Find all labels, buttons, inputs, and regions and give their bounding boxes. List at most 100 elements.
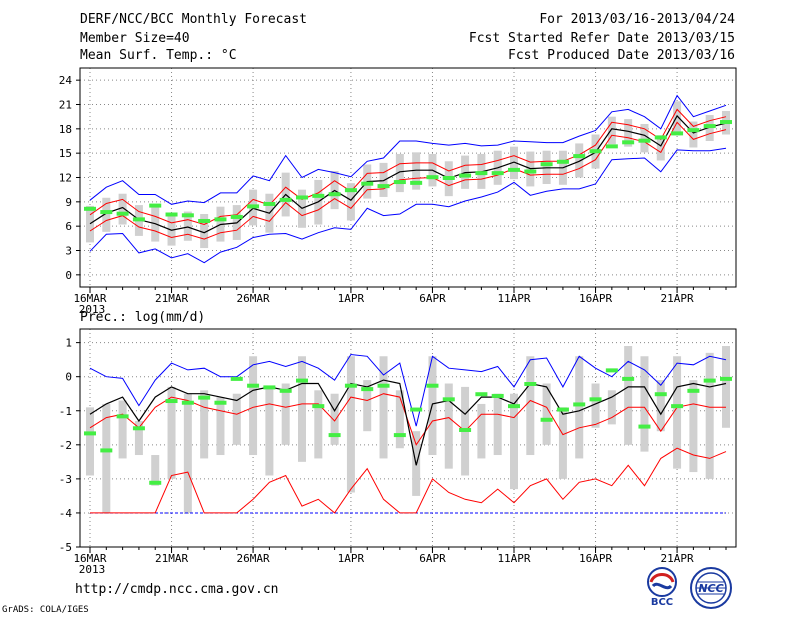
prec-spread-box bbox=[363, 380, 372, 432]
temp-x-tick-label: 26MAR bbox=[237, 292, 270, 305]
temp-climatology-mark bbox=[459, 173, 472, 178]
temp-spread-box bbox=[640, 123, 649, 153]
prec-year-label: 2013 bbox=[79, 563, 106, 576]
temp-climatology-mark bbox=[475, 171, 488, 176]
temp-max-line bbox=[89, 94, 727, 205]
temp-climatology-mark bbox=[393, 180, 406, 185]
temp-climatology-mark bbox=[230, 214, 243, 219]
prec-spread-box bbox=[118, 400, 127, 459]
temp-spread-box bbox=[118, 193, 127, 225]
prec-climatology-mark bbox=[198, 395, 211, 400]
prec-climatology-mark bbox=[410, 407, 423, 412]
chart-title: DERF/NCC/BCC Monthly Forecast bbox=[80, 12, 307, 27]
temp-x-tick-label: 21MAR bbox=[155, 292, 188, 305]
temp-climatology-mark bbox=[605, 144, 618, 149]
temp-climatology-mark bbox=[312, 193, 325, 198]
prec-climatology-mark bbox=[84, 431, 96, 436]
prec-spread-box bbox=[640, 356, 649, 452]
temp-climatology-mark bbox=[198, 218, 211, 223]
prec-climatology-mark bbox=[393, 433, 406, 438]
temp-climatology-mark bbox=[508, 167, 520, 172]
prec-spread-box bbox=[575, 356, 584, 459]
prec-spread-box bbox=[607, 390, 616, 425]
prec-spread-box bbox=[183, 393, 192, 513]
prec-spread-box bbox=[281, 383, 290, 445]
prec-spread-box bbox=[298, 356, 306, 462]
ncc-logo: NCC bbox=[690, 567, 732, 609]
prec-climatology-mark bbox=[328, 433, 341, 438]
temp-spread-box bbox=[200, 214, 209, 249]
temp-climatology-mark bbox=[638, 138, 651, 143]
temp-climatology-mark bbox=[100, 210, 113, 215]
temp-x-tick-label: 21APR bbox=[661, 292, 694, 305]
prec-spread-box bbox=[167, 386, 176, 479]
prec-spread-box bbox=[249, 356, 258, 456]
prec-x-tick-label: 16APR bbox=[579, 552, 612, 565]
temp-spread-box bbox=[151, 204, 160, 242]
prec-upper-line bbox=[89, 393, 726, 446]
temp-mean-line bbox=[89, 114, 727, 234]
temp-x-tick-label: 11APR bbox=[497, 292, 530, 305]
prec-climatology-mark bbox=[442, 397, 455, 402]
prec-spread-box bbox=[526, 356, 535, 456]
temp-climatology-mark bbox=[328, 192, 341, 197]
prec-spread-box bbox=[102, 403, 111, 513]
prec-climatology-mark bbox=[279, 388, 292, 393]
prec-panel: -5 -4 -3 -2 -1 0 1 16MAR 21MAR 26MAR 1APR 6APR 11APR… bbox=[59, 328, 737, 576]
prec-spread-box bbox=[232, 393, 241, 445]
prec-climatology-mark bbox=[720, 376, 732, 381]
prec-climatology-mark bbox=[687, 388, 700, 393]
prec-spread-box bbox=[493, 393, 502, 456]
prec-y-tick-label: 1 bbox=[65, 337, 72, 350]
prec-x-tick-label: 16MAR bbox=[73, 552, 106, 565]
temp-y-tick-label: 3 bbox=[65, 245, 72, 258]
source-url[interactable]: http://cmdp.ncc.cma.gov.cn bbox=[75, 582, 279, 597]
temp-climatology-mark bbox=[263, 201, 276, 206]
temp-lower-line bbox=[89, 121, 727, 240]
prec-climatology-mark bbox=[247, 383, 260, 388]
temp-y-tick-label: 6 bbox=[65, 220, 72, 233]
prec-climatology-mark bbox=[508, 404, 520, 409]
temp-climatology-mark bbox=[622, 140, 635, 145]
prec-climatology-mark bbox=[638, 424, 651, 429]
prec-y-tick-label: -2 bbox=[59, 439, 72, 452]
temp-spread-box bbox=[395, 153, 404, 193]
temp-y-tick-label: 21 bbox=[59, 99, 72, 112]
prec-x-tick-label: 1APR bbox=[338, 552, 365, 565]
prec-x-tick-label: 26MAR bbox=[237, 552, 270, 565]
temp-climatology-mark bbox=[720, 120, 732, 125]
prec-spread-box bbox=[330, 393, 339, 445]
temp-y-tick-label: 18 bbox=[59, 123, 72, 136]
prec-y-tick-label: 0 bbox=[65, 371, 72, 384]
temp-climatology-mark bbox=[671, 131, 684, 136]
prec-spread-box bbox=[379, 356, 388, 459]
prec-max-line bbox=[89, 353, 727, 427]
prec-x-tick-label: 6APR bbox=[419, 552, 446, 565]
temp-y-tick-label: 0 bbox=[65, 269, 72, 282]
temp-climatology-mark bbox=[149, 203, 162, 208]
prec-climatology-mark bbox=[181, 400, 194, 405]
prec-spread-box bbox=[673, 356, 682, 469]
prec-y-tick-label: -1 bbox=[59, 405, 72, 418]
temp-spread-box bbox=[346, 183, 355, 221]
prec-spread-box bbox=[395, 390, 404, 449]
prec-climatology-mark bbox=[263, 385, 276, 390]
forecast-period-label: For 2013/03/16-2013/04/24 bbox=[539, 12, 735, 27]
prec-climatology-mark bbox=[475, 392, 488, 397]
prec-spread-box bbox=[86, 407, 94, 476]
prec-climatology-mark bbox=[100, 448, 113, 453]
prec-climatology-mark bbox=[573, 402, 586, 407]
temp-x-tick-label: 16APR bbox=[579, 292, 612, 305]
prec-climatology-mark bbox=[459, 427, 472, 432]
temp-climatology-mark bbox=[214, 217, 227, 222]
prec-spread-box bbox=[134, 420, 143, 456]
prec-climatology-mark bbox=[556, 407, 569, 412]
prec-climatology-mark bbox=[344, 383, 357, 388]
temp-climatology-mark bbox=[556, 159, 569, 164]
prec-climatology-mark bbox=[230, 376, 243, 381]
temp-climatology-mark bbox=[132, 217, 145, 222]
precip-variable-label: Prec.: log(mm/d) bbox=[80, 310, 206, 325]
prec-y-tick-label: -4 bbox=[59, 507, 73, 520]
temp-climatology-mark bbox=[540, 162, 553, 167]
